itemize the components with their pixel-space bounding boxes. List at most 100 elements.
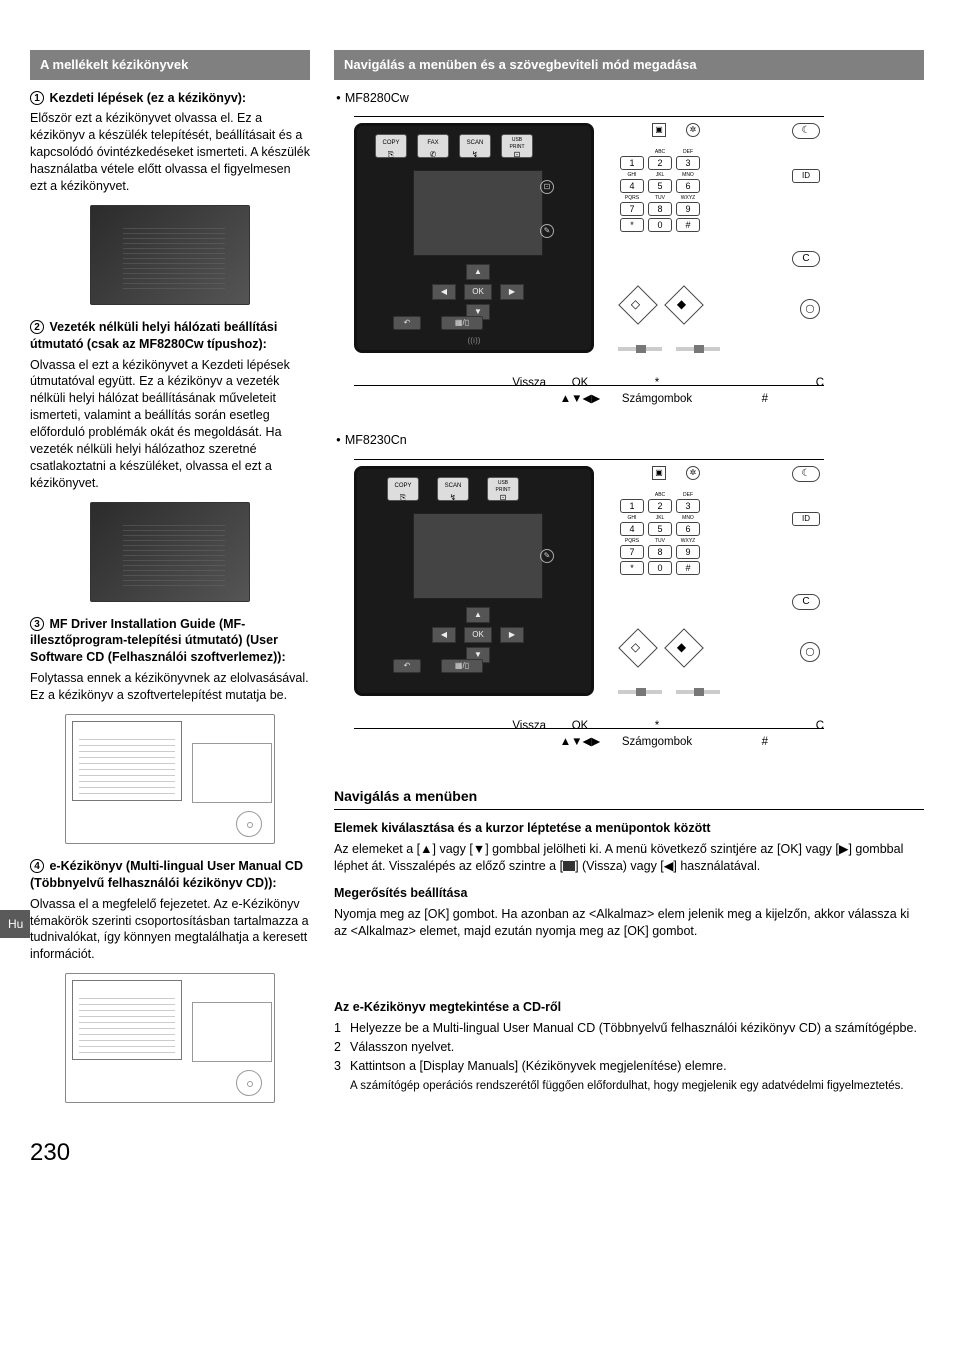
start-mono-button-2[interactable]: ◇ [618, 628, 658, 668]
legend-vissza: Vissza [354, 376, 554, 407]
key2-5[interactable]: 5 [648, 522, 672, 536]
key2-9[interactable]: 9 [676, 545, 700, 559]
key2-6[interactable]: 6 [676, 522, 700, 536]
nav-ok-button-2[interactable]: OK [464, 627, 492, 643]
nav-section-title: Navigálás a menüben [334, 787, 924, 810]
confirm-body: Nyomja meg az [OK] gombot. Ha azonban az… [334, 906, 924, 940]
key-hash[interactable]: # [676, 218, 700, 232]
section2-title: 2 Vezeték nélküli helyi hálózati beállít… [30, 319, 310, 353]
panel-legend-2: Vissza OK ▲▼◀▶ * Számgombok # C [354, 719, 824, 750]
start-color-button[interactable]: ◆ [664, 286, 704, 326]
key2-hash[interactable]: # [676, 561, 700, 575]
mode-usbprint-button-2[interactable]: USBPRINT⊡ [487, 477, 519, 501]
menu-button[interactable]: ▦/▯ [441, 316, 483, 330]
language-tab-hu: Hu [0, 910, 30, 938]
panel-screen-area-2: COPY⎘ SCAN↯ USBPRINT⊡ ✎ ▲ ◀ OK ▶ [354, 466, 594, 696]
lcd-screen [413, 170, 543, 256]
panel-indicator-icon: ⊡ [540, 180, 554, 194]
panel-settings-icon: ✎ [540, 224, 554, 238]
key-8[interactable]: 8 [648, 202, 672, 216]
wifi-indicator-icon: ((ı)) [357, 336, 591, 347]
slider-1[interactable] [618, 347, 662, 351]
key2-8[interactable]: 8 [648, 545, 672, 559]
nav-left-button[interactable]: ◀ [432, 284, 456, 300]
cd-step-2: 2Válasszon nyelvet. [334, 1039, 924, 1056]
slider-4[interactable] [676, 690, 720, 694]
power-button-2[interactable]: ☾ [792, 466, 820, 482]
key-2[interactable]: 2 [648, 156, 672, 170]
key2-4[interactable]: 4 [620, 522, 644, 536]
key-4[interactable]: 4 [620, 179, 644, 193]
numeric-keypad: ABCDEF 123 GHIJKLMNO 456 PQRSTUVWXYZ 789… [620, 149, 700, 233]
cd-title: Az e-Kézikönyv megtekintése a CD-ről [334, 999, 924, 1016]
section3-title-text: MF Driver Installation Guide (MF-illeszt… [30, 617, 286, 665]
section1-title-text: Kezdeti lépések (ez a kézikönyv): [49, 91, 246, 105]
key-star[interactable]: * [620, 218, 644, 232]
circled-2: 2 [30, 320, 44, 334]
panel-right-cluster: ▣ ✲ ☾ ABCDEF 123 GHIJKLMNO 456 PQRSTUVWX… [604, 123, 824, 353]
model-label-2: MF8230Cn [336, 432, 924, 449]
nav-cluster: ▲ ◀ OK ▶ ▼ [423, 262, 533, 322]
nav-left-button-2[interactable]: ◀ [432, 627, 456, 643]
mode-scan-button[interactable]: SCAN↯ [459, 134, 491, 158]
panel-settings-icon-2: ✎ [540, 549, 554, 563]
mode-usbprint-button[interactable]: USBPRINT⊡ [501, 134, 533, 158]
key-1[interactable]: 1 [620, 156, 644, 170]
circled-1: 1 [30, 91, 44, 105]
back-glyph-icon [563, 861, 575, 871]
select-title: Elemek kiválasztása és a kurzor léptetés… [334, 820, 924, 837]
key2-7[interactable]: 7 [620, 545, 644, 559]
key2-1[interactable]: 1 [620, 499, 644, 513]
legend-ok: OK [572, 377, 589, 389]
panel-legend: Vissza OK ▲▼◀▶ * Számgombok # C [354, 376, 824, 407]
legend-arrows-icon: ▲▼◀▶ [560, 393, 600, 405]
nav-up-button[interactable]: ▲ [466, 264, 490, 280]
control-panel-mf8230cn: COPY⎘ SCAN↯ USBPRINT⊡ ✎ ▲ ◀ OK ▶ [354, 459, 824, 729]
slider-2[interactable] [676, 347, 720, 351]
legend-szam: Számgombok [622, 393, 692, 405]
key-9[interactable]: 9 [676, 202, 700, 216]
mode-scan-button-2[interactable]: SCAN↯ [437, 477, 469, 501]
mode-fax-button[interactable]: FAX✆ [417, 134, 449, 158]
back-button-2[interactable]: ↶ [393, 659, 421, 673]
section3-title: 3 MF Driver Installation Guide (MF-illes… [30, 616, 310, 667]
start-mono-button[interactable]: ◇ [618, 286, 658, 326]
status-icon: ▣ [652, 123, 666, 137]
legend-szam-2: Számgombok [622, 736, 692, 748]
start-color-button-2[interactable]: ◆ [664, 628, 704, 668]
key2-0[interactable]: 0 [648, 561, 672, 575]
nav-up-button-2[interactable]: ▲ [466, 607, 490, 623]
mode-copy-button-2[interactable]: COPY⎘ [387, 477, 419, 501]
nav-right-button-2[interactable]: ▶ [500, 627, 524, 643]
slider-3[interactable] [618, 690, 662, 694]
nav-ok-button[interactable]: OK [464, 284, 492, 300]
menu-button-2[interactable]: ▦/▯ [441, 659, 483, 673]
stop-button[interactable]: ◯ [800, 299, 820, 319]
back-button[interactable]: ↶ [393, 316, 421, 330]
key-7[interactable]: 7 [620, 202, 644, 216]
key2-3[interactable]: 3 [676, 499, 700, 513]
clear-button-2[interactable]: C [792, 594, 820, 610]
key-3[interactable]: 3 [676, 156, 700, 170]
key-0[interactable]: 0 [648, 218, 672, 232]
id-button[interactable]: ID [792, 169, 820, 183]
key2-2[interactable]: 2 [648, 499, 672, 513]
id-button-2[interactable]: ID [792, 512, 820, 526]
key-6[interactable]: 6 [676, 179, 700, 193]
nav-cluster-2: ▲ ◀ OK ▶ ▼ [423, 605, 533, 665]
right-header: Navigálás a menüben és a szövegbeviteli … [334, 50, 924, 80]
panel-right-cluster-2: ▣ ✲ ☾ ABCDEF 123 GHIJKLMNO 456 PQRSTUVWX… [604, 466, 824, 696]
mode-copy-button[interactable]: COPY⎘ [375, 134, 407, 158]
key-5[interactable]: 5 [648, 179, 672, 193]
key2-star[interactable]: * [620, 561, 644, 575]
left-header: A mellékelt kézikönyvek [30, 50, 310, 80]
cd-step-3: 3Kattintson a [Display Manuals] (Kézikön… [334, 1058, 924, 1075]
nav-right-button[interactable]: ▶ [500, 284, 524, 300]
section2-title-text: Vezeték nélküli helyi hálózati beállítás… [30, 320, 277, 351]
power-button[interactable]: ☾ [792, 123, 820, 139]
stop-button-2[interactable]: ◯ [800, 642, 820, 662]
lcd-screen-2 [413, 513, 543, 599]
circled-3: 3 [30, 617, 44, 631]
clear-button[interactable]: C [792, 251, 820, 267]
legend-c: C [768, 376, 824, 407]
